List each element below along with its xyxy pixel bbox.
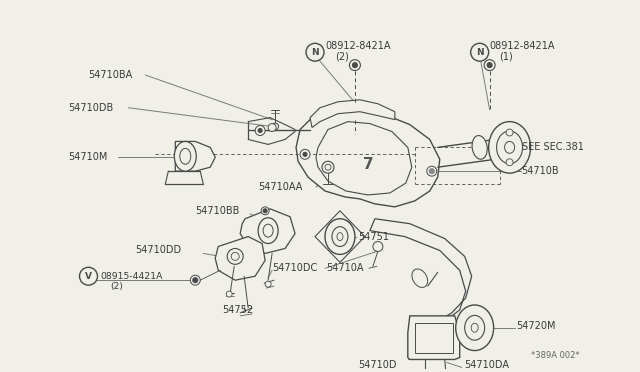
Circle shape <box>226 291 232 297</box>
Text: 54720M: 54720M <box>516 321 556 331</box>
Text: 7: 7 <box>363 157 373 172</box>
Circle shape <box>484 60 495 71</box>
Text: V: V <box>85 272 92 281</box>
Ellipse shape <box>456 305 493 350</box>
Circle shape <box>271 123 278 130</box>
Circle shape <box>325 164 331 170</box>
Ellipse shape <box>471 323 478 332</box>
Text: 54710A: 54710A <box>326 263 364 273</box>
Circle shape <box>506 129 513 136</box>
Circle shape <box>349 60 360 71</box>
Circle shape <box>190 275 200 285</box>
Text: (1): (1) <box>500 51 513 61</box>
Polygon shape <box>175 141 215 171</box>
Polygon shape <box>370 219 472 331</box>
Circle shape <box>429 169 435 174</box>
Text: 54710DD: 54710DD <box>136 246 182 256</box>
Ellipse shape <box>174 141 196 171</box>
Text: N: N <box>311 48 319 57</box>
Circle shape <box>258 129 262 132</box>
Circle shape <box>261 207 269 215</box>
Ellipse shape <box>325 219 355 254</box>
Ellipse shape <box>497 131 522 164</box>
Circle shape <box>487 62 492 68</box>
Text: 54710AA: 54710AA <box>258 182 303 192</box>
Polygon shape <box>240 209 295 253</box>
Text: 54710D: 54710D <box>358 360 396 371</box>
Ellipse shape <box>337 232 343 241</box>
Circle shape <box>322 161 334 173</box>
Ellipse shape <box>263 224 273 237</box>
Ellipse shape <box>472 135 487 159</box>
Text: N: N <box>476 48 483 57</box>
Bar <box>415 323 452 353</box>
Circle shape <box>470 43 488 61</box>
Circle shape <box>193 278 198 283</box>
Circle shape <box>353 62 357 68</box>
Ellipse shape <box>465 315 484 340</box>
Text: 54710B: 54710B <box>522 166 559 176</box>
Circle shape <box>506 159 513 166</box>
Circle shape <box>373 241 383 251</box>
Text: 54710BA: 54710BA <box>88 70 132 80</box>
Polygon shape <box>310 100 395 128</box>
Ellipse shape <box>412 269 428 288</box>
Circle shape <box>300 150 310 159</box>
Text: 54710DA: 54710DA <box>464 360 509 371</box>
Polygon shape <box>215 237 265 280</box>
Text: *389A 002*: *389A 002* <box>531 351 579 360</box>
Ellipse shape <box>258 218 278 244</box>
Circle shape <box>306 43 324 61</box>
Ellipse shape <box>332 227 348 247</box>
Text: (2): (2) <box>111 282 124 291</box>
Text: (2): (2) <box>335 51 349 61</box>
Circle shape <box>227 248 243 264</box>
Circle shape <box>265 281 271 287</box>
Text: 08915-4421A: 08915-4421A <box>100 272 163 281</box>
Text: 54710DC: 54710DC <box>272 263 317 273</box>
Polygon shape <box>316 122 412 195</box>
Circle shape <box>255 126 265 135</box>
Circle shape <box>303 152 307 156</box>
Text: 08912-8421A: 08912-8421A <box>490 41 555 51</box>
Ellipse shape <box>488 122 531 173</box>
Text: SEE SEC.381: SEE SEC.381 <box>522 142 584 153</box>
Circle shape <box>79 267 97 285</box>
Ellipse shape <box>180 148 191 164</box>
Circle shape <box>231 253 239 260</box>
Text: 08912-8421A: 08912-8421A <box>325 41 390 51</box>
Polygon shape <box>296 108 440 207</box>
Text: 54710DB: 54710DB <box>68 103 114 113</box>
Circle shape <box>263 209 267 213</box>
Polygon shape <box>408 316 460 359</box>
Text: 54710M: 54710M <box>68 152 108 162</box>
Ellipse shape <box>504 141 515 153</box>
Text: 54752: 54752 <box>222 305 253 315</box>
Circle shape <box>427 166 436 176</box>
Text: 54751: 54751 <box>358 232 389 241</box>
Circle shape <box>268 124 276 132</box>
Text: 54710BB: 54710BB <box>195 206 239 216</box>
